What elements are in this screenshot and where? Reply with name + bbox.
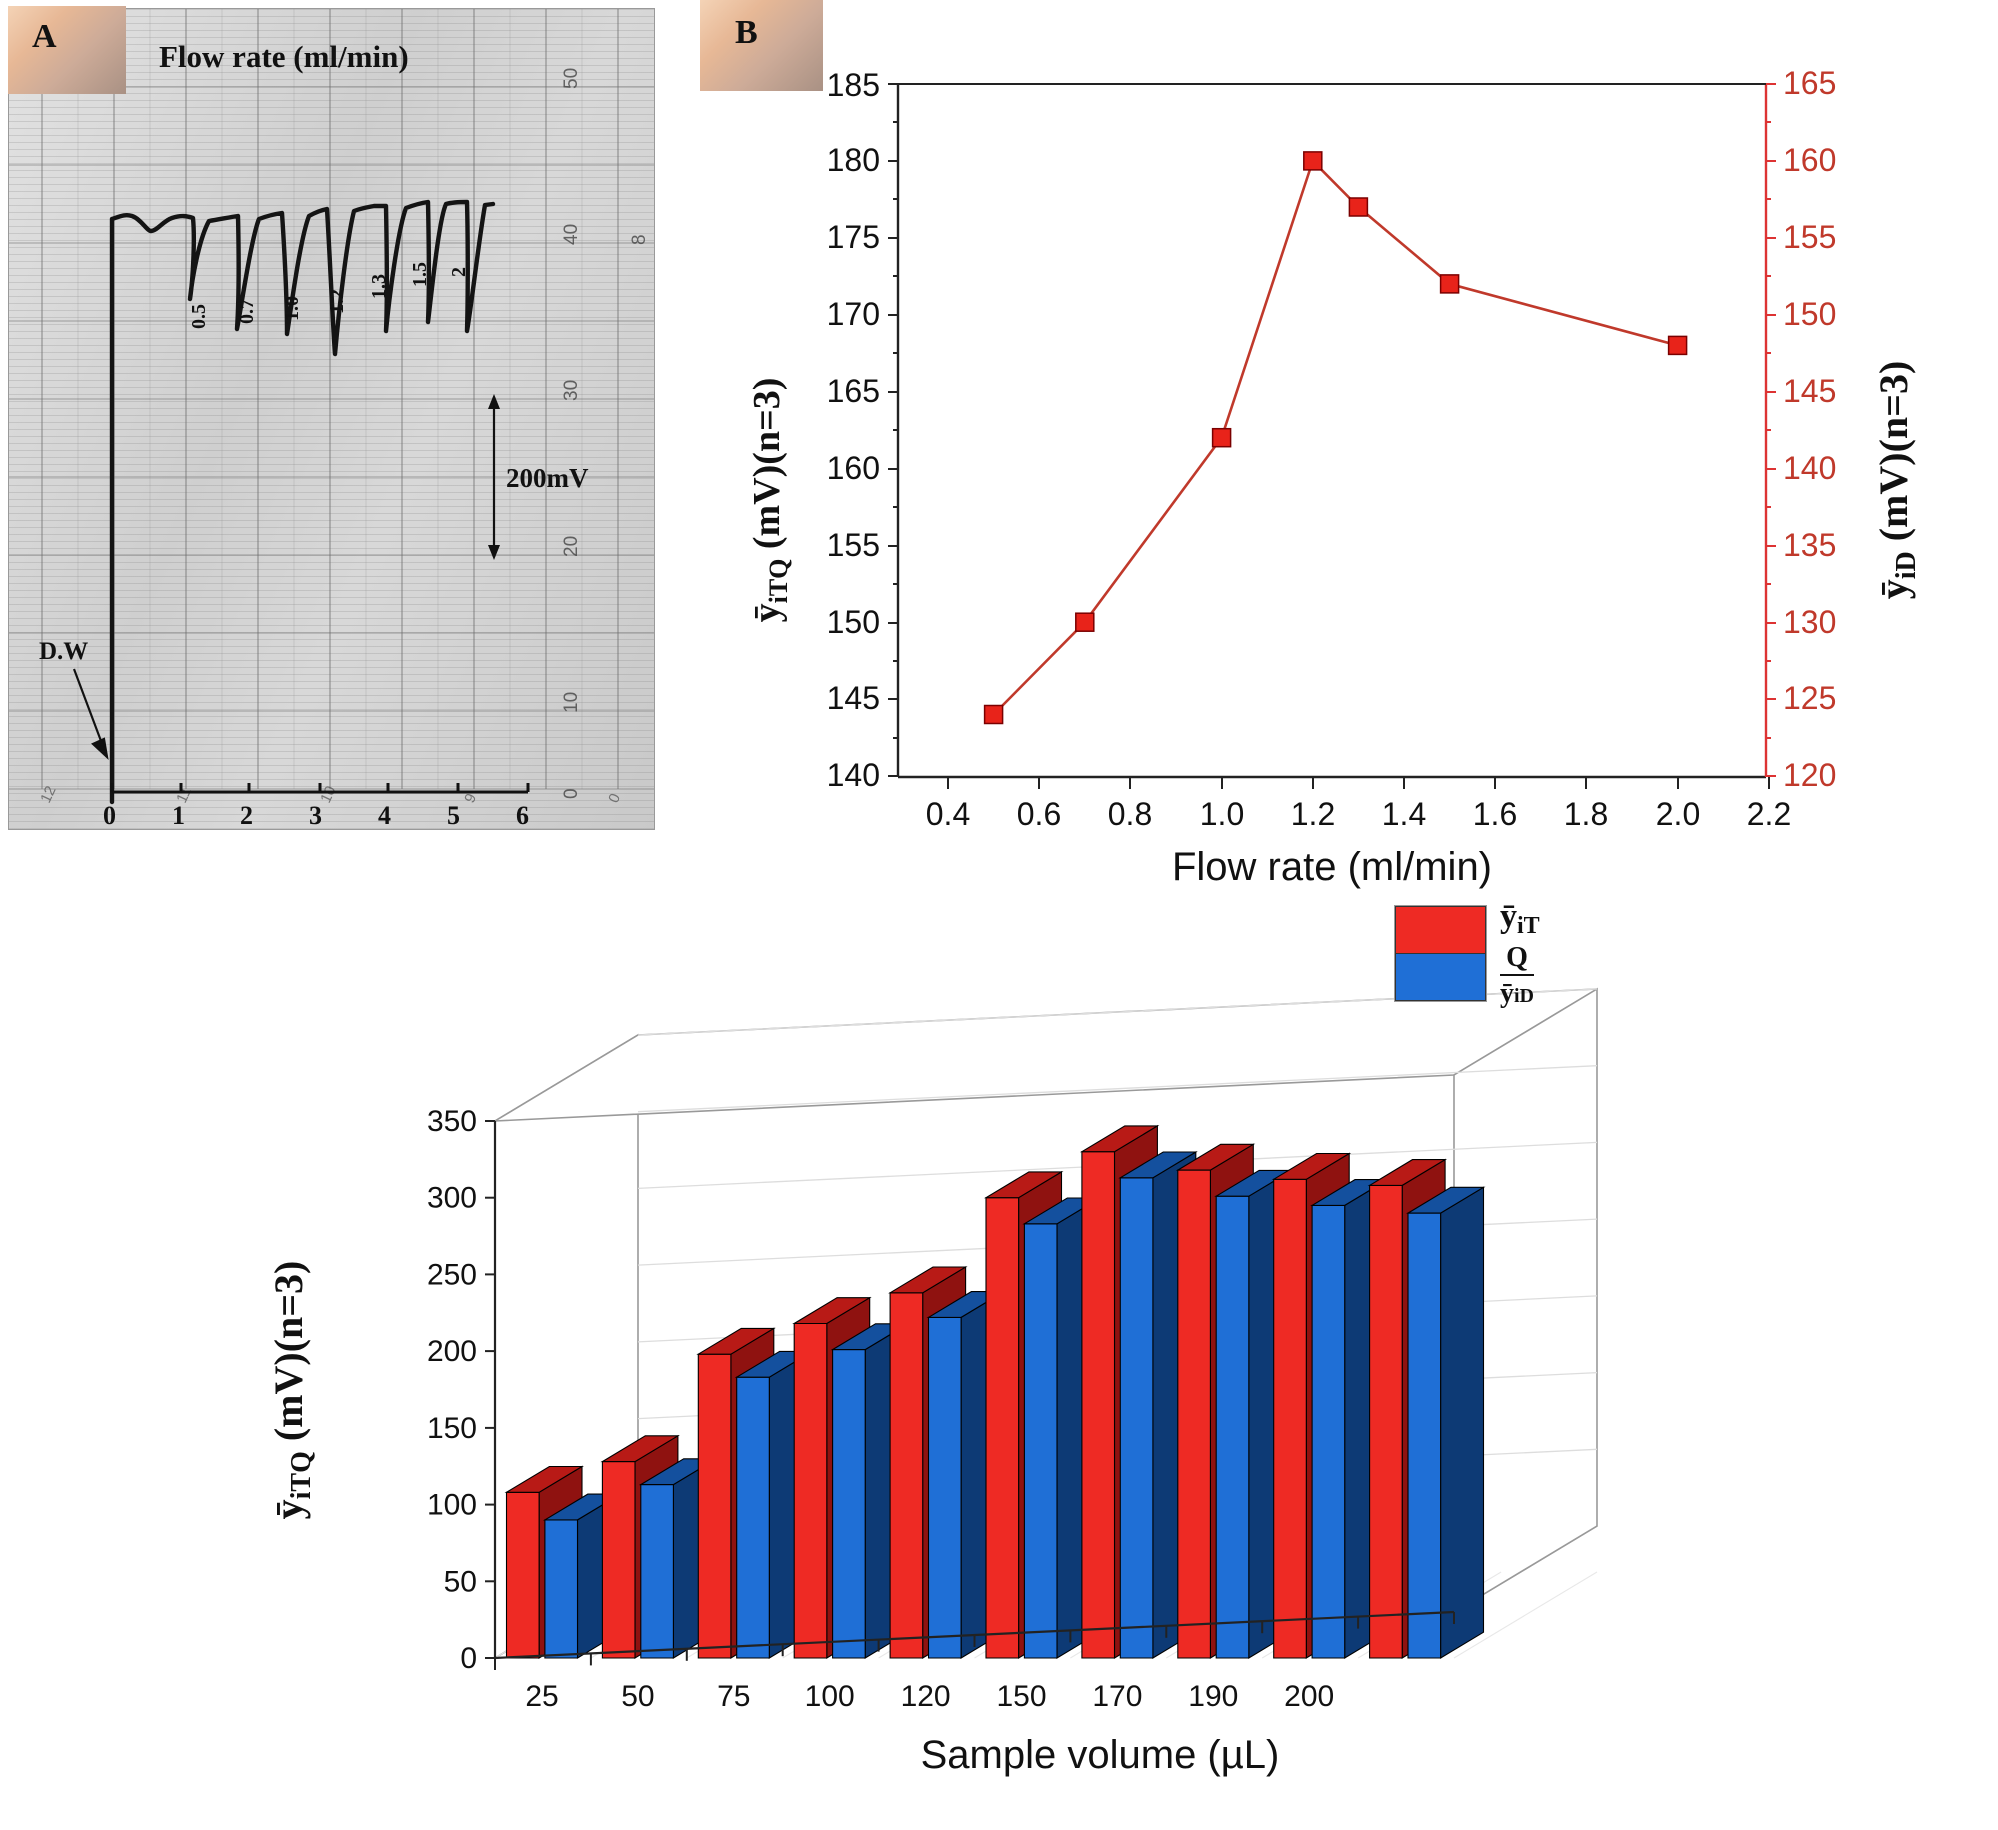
svg-text:160: 160 — [827, 450, 880, 486]
svg-text:190: 190 — [1188, 1680, 1238, 1713]
svg-text:1.0: 1.0 — [1200, 796, 1244, 832]
svg-text:100: 100 — [427, 1489, 477, 1522]
svg-text:120: 120 — [1783, 757, 1836, 793]
svg-text:165: 165 — [1783, 65, 1836, 101]
svg-text:100: 100 — [805, 1680, 855, 1713]
svg-text:130: 130 — [1783, 604, 1836, 640]
svg-text:185: 185 — [827, 67, 880, 103]
svg-text:25: 25 — [525, 1680, 558, 1713]
svg-text:170: 170 — [1092, 1680, 1142, 1713]
svg-text:0.8: 0.8 — [1108, 796, 1152, 832]
svg-text:135: 135 — [1783, 527, 1836, 563]
svg-text:50: 50 — [444, 1565, 477, 1598]
svg-text:150: 150 — [996, 1680, 1046, 1713]
svg-text:180: 180 — [827, 142, 880, 178]
svg-text:165: 165 — [827, 373, 880, 409]
svg-text:Flow rate (ml/min): Flow rate (ml/min) — [1172, 845, 1492, 889]
svg-text:155: 155 — [827, 527, 880, 563]
svg-text:170: 170 — [827, 296, 880, 332]
svg-text:145: 145 — [827, 680, 880, 716]
svg-text:160: 160 — [1783, 142, 1836, 178]
svg-text:250: 250 — [427, 1258, 477, 1291]
svg-text:120: 120 — [901, 1680, 951, 1713]
svg-text:2.2: 2.2 — [1747, 796, 1791, 832]
svg-text:200: 200 — [427, 1335, 477, 1368]
svg-text:350: 350 — [427, 1105, 477, 1138]
svg-text:150: 150 — [827, 604, 880, 640]
svg-text:150: 150 — [427, 1412, 477, 1445]
svg-text:125: 125 — [1783, 680, 1836, 716]
svg-text:155: 155 — [1783, 219, 1836, 255]
svg-text:140: 140 — [1783, 450, 1836, 486]
svg-text:140: 140 — [827, 757, 880, 793]
svg-text:200: 200 — [1284, 1680, 1334, 1713]
svg-text:0.6: 0.6 — [1017, 796, 1061, 832]
svg-text:300: 300 — [427, 1182, 477, 1215]
svg-text:1.8: 1.8 — [1564, 796, 1608, 832]
svg-text:0.4: 0.4 — [926, 796, 970, 832]
svg-text:1.6: 1.6 — [1473, 796, 1517, 832]
svg-text:1.2: 1.2 — [1291, 796, 1335, 832]
svg-text:1.4: 1.4 — [1382, 796, 1426, 832]
svg-text:175: 175 — [827, 219, 880, 255]
svg-text:0: 0 — [460, 1642, 477, 1675]
svg-text:50: 50 — [621, 1680, 654, 1713]
svg-text:75: 75 — [717, 1680, 750, 1713]
svg-text:145: 145 — [1783, 373, 1836, 409]
svg-text:150: 150 — [1783, 296, 1836, 332]
svg-text:2.0: 2.0 — [1656, 796, 1700, 832]
